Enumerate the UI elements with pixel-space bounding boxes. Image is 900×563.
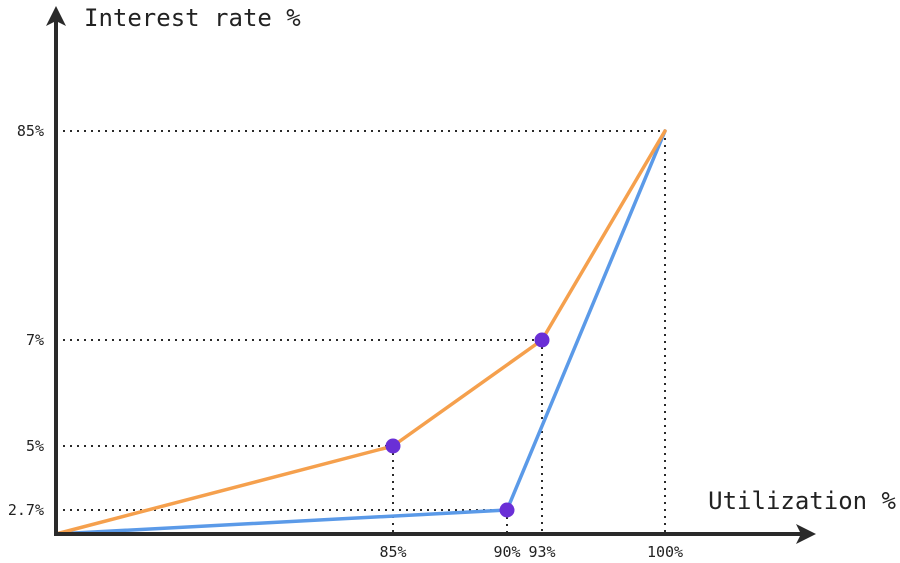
orange-curve-kink-point — [385, 438, 401, 454]
y-axis-title: Interest rate % — [84, 4, 301, 32]
x-tick-labels: 85% 90% 93% 100% — [379, 543, 683, 561]
y-tick-label: 85% — [17, 122, 44, 140]
x-tick-label: 90% — [493, 543, 520, 561]
blue-curve-kink-point — [499, 502, 515, 518]
y-tick-label: 2.7% — [8, 501, 44, 519]
x-axis-title: Utilization % — [708, 487, 896, 515]
x-tick-label: 85% — [379, 543, 406, 561]
orange-curve-line — [54, 129, 667, 536]
x-tick-label: 93% — [528, 543, 555, 561]
y-tick-labels: 2.7% 5% 7% 85% — [8, 122, 44, 519]
guide-lines — [56, 130, 666, 534]
x-tick-label: 100% — [647, 543, 683, 561]
orange-curve-kink-point — [534, 332, 550, 348]
blue-curve-line — [54, 129, 667, 536]
y-tick-label: 5% — [26, 437, 44, 455]
y-tick-label: 7% — [26, 331, 44, 349]
kink-markers — [385, 332, 550, 518]
series-lines — [54, 129, 667, 536]
